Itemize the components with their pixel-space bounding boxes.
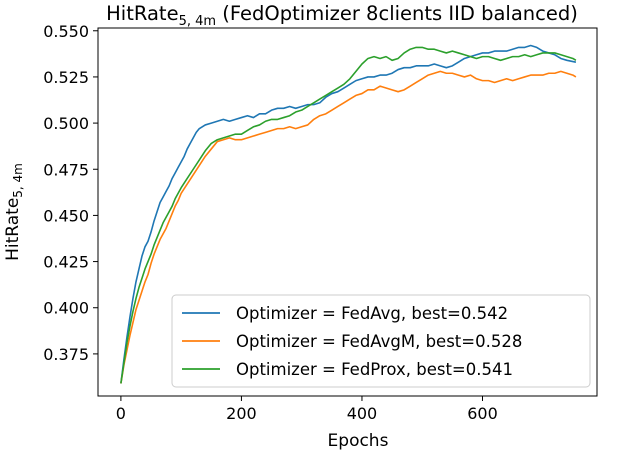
x-tick-label: 200 (226, 404, 257, 423)
x-axis-label: Epochs (328, 431, 389, 451)
plot-frame (97, 27, 598, 397)
y-tick-label: 0.450 (43, 206, 89, 225)
y-tick-label: 0.500 (43, 114, 89, 133)
chart-title-subscript: 5, 4m (179, 14, 216, 29)
plot-area (120, 44, 577, 384)
y-tick-label: 0.425 (43, 253, 89, 272)
y-axis-label-subscript: 5, 4m (11, 163, 25, 198)
y-tick-label: 0.400 (43, 299, 89, 318)
y-tick-label: 0.550 (43, 22, 89, 41)
series-line-0 (120, 44, 577, 384)
legend-box (171, 294, 591, 388)
x-tick-label: 600 (467, 404, 498, 423)
chart-title: HitRate5, 4m (FedOptimizer 8clients IID … (106, 2, 578, 29)
legend-entry-1: Optimizer = FedAvgM, best=0.528 (236, 332, 522, 351)
chart-title-prefix: HitRate (106, 2, 178, 25)
legend: Optimizer = FedAvg, best=0.542 Optimizer … (171, 294, 591, 388)
y-tick-label: 0.475 (43, 160, 89, 179)
y-tick-label: 0.375 (43, 345, 89, 364)
x-tick-label: 400 (347, 404, 378, 423)
y-axis-label: HitRate5, 4m (3, 163, 25, 261)
y-axis-label-base: HitRate (3, 198, 23, 261)
legend-entry-2: Optimizer = FedProx, best=0.541 (236, 360, 513, 379)
y-tick-label: 0.525 (43, 68, 89, 87)
series-line-2 (120, 46, 577, 384)
x-tick-label: 0 (116, 404, 126, 423)
series-line-1 (120, 70, 577, 384)
legend-entry-0: Optimizer = FedAvg, best=0.542 (236, 304, 508, 323)
axis-ticks: 0 200 400 600 0.375 0.400 0.425 0.450 0.475 0.500… (43, 22, 498, 423)
chart-title-suffix: (FedOptimizer 8clients IID balanced) (216, 2, 578, 25)
